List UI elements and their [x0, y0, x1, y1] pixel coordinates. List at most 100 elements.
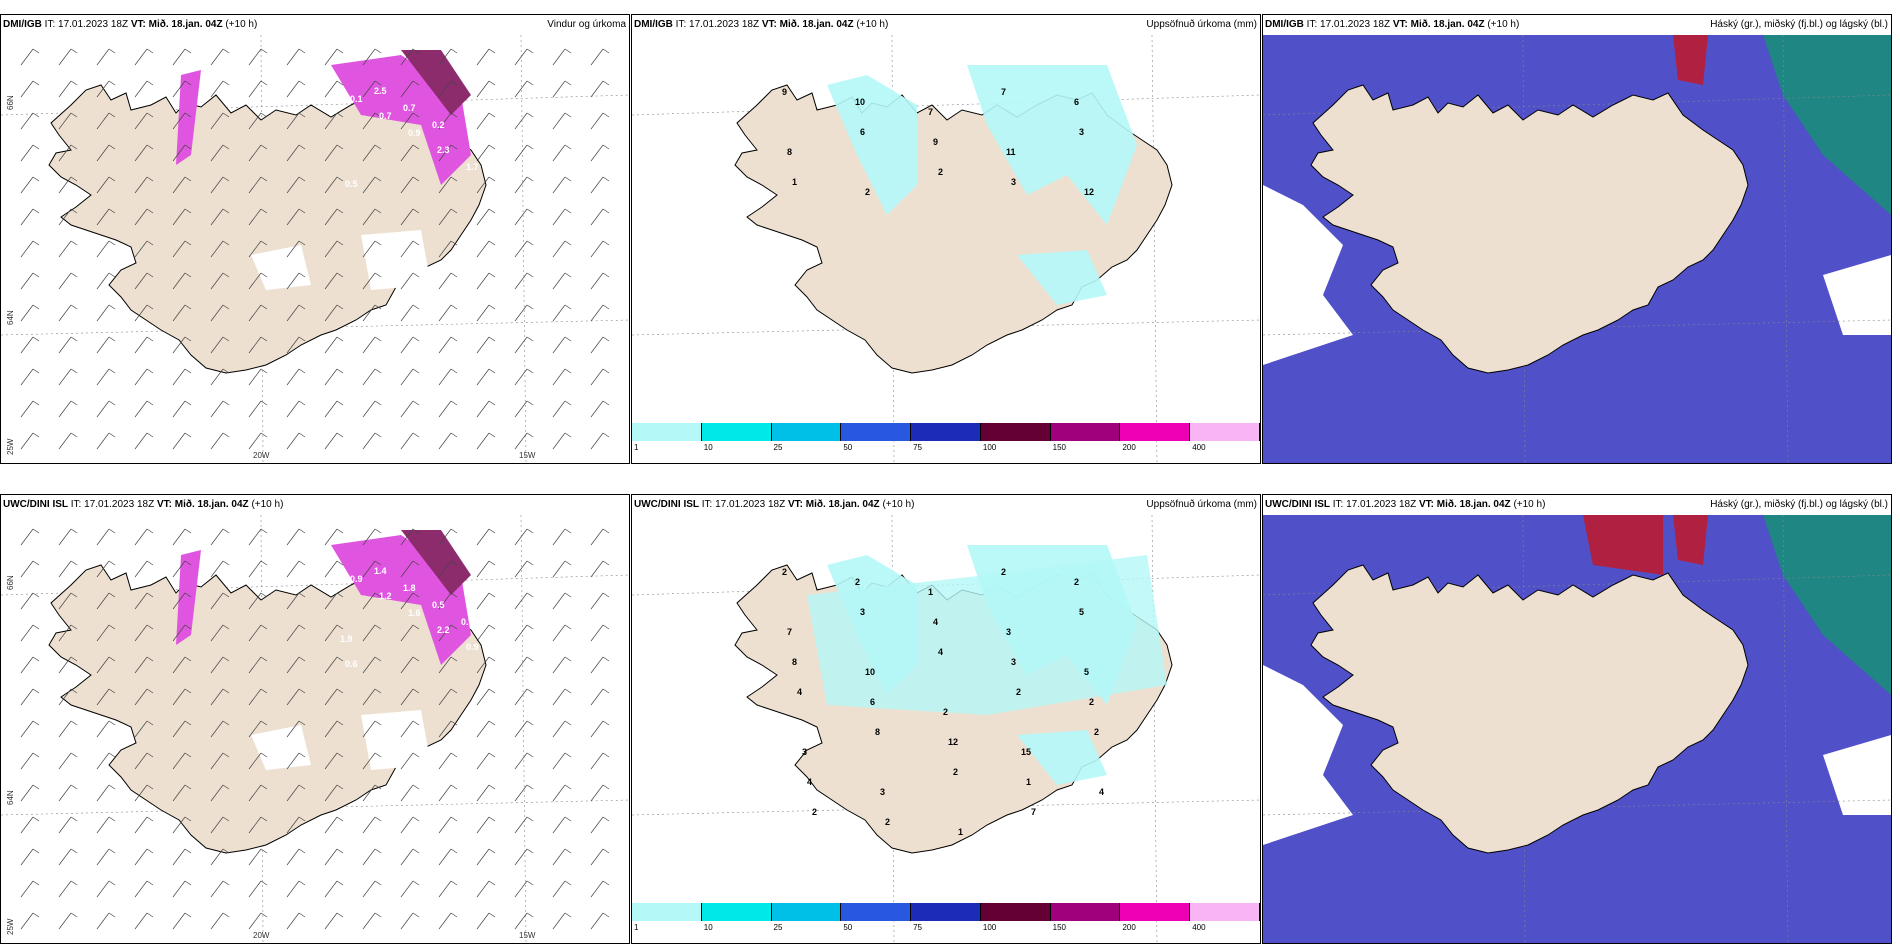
wind-barb	[552, 784, 572, 802]
wind-barb	[172, 400, 192, 418]
wind-barb	[134, 176, 154, 194]
value-label: 0.7	[321, 77, 334, 87]
wind-barb	[590, 432, 610, 450]
init-time: IT: 17.01.2023 18Z	[675, 19, 760, 30]
wind-barb	[210, 48, 230, 66]
wind-barb	[96, 528, 116, 546]
value-label: 2	[1001, 567, 1006, 577]
wind-barb	[248, 912, 268, 930]
wind-barb	[400, 816, 420, 834]
wind-barb	[20, 816, 40, 834]
precip-dark-area	[401, 50, 471, 115]
wind-barb	[286, 848, 306, 866]
value-label: 4	[1099, 787, 1104, 797]
wind-barb	[96, 176, 116, 194]
wind-barb	[96, 336, 116, 354]
wind-map: 0.7 0.1 0.7 0.9 2.3 1.7 0.5 2.5 0.7 0.2	[1, 35, 629, 463]
wind-barb	[438, 304, 458, 322]
wind-barb	[400, 48, 420, 66]
wind-barb	[590, 912, 610, 930]
wind-barb	[210, 784, 230, 802]
colorbar-swatch	[771, 423, 842, 441]
wind-barb	[590, 848, 610, 866]
wind-barb	[400, 688, 420, 706]
lat-label: 64N	[6, 310, 15, 325]
wind-barb	[324, 528, 344, 546]
wind-barb	[324, 80, 344, 98]
value-label: 2	[938, 167, 943, 177]
wind-barb	[248, 848, 268, 866]
value-label: 10	[865, 667, 875, 677]
wind-barb	[400, 752, 420, 770]
wind-barb	[514, 176, 534, 194]
wind-barb	[438, 816, 458, 834]
value-label: 7	[1001, 87, 1006, 97]
wind-barb	[172, 784, 192, 802]
wind-barb	[58, 368, 78, 386]
wind-barb	[514, 80, 534, 98]
wind-barb	[96, 144, 116, 162]
wind-barb	[438, 624, 458, 642]
wind-barb	[210, 528, 230, 546]
panel-header: DMI/IGB IT: 17.01.2023 18Z VT: Mið. 18.j…	[1, 15, 629, 35]
wind-barb	[20, 624, 40, 642]
value-label: 4	[938, 647, 943, 657]
wind-barb	[476, 848, 496, 866]
precip-area	[1017, 250, 1107, 305]
wind-barb	[400, 80, 420, 98]
wind-barb	[172, 560, 192, 578]
colorbar-label: 10	[703, 923, 713, 932]
map-panel-3: DMI/IGB IT: 17.01.2023 18Z VT: Mið. 18.j…	[1262, 14, 1892, 464]
wind-barb	[590, 784, 610, 802]
colorbar-swatch	[1120, 903, 1191, 921]
wind-barb	[514, 48, 534, 66]
wind-barb	[210, 144, 230, 162]
wind-barb	[286, 144, 306, 162]
wind-barb	[172, 176, 192, 194]
wind-barb	[476, 304, 496, 322]
wind-barb	[400, 784, 420, 802]
wind-barb	[400, 848, 420, 866]
wind-barb	[438, 720, 458, 738]
wind-barb	[286, 656, 306, 674]
wind-barb	[172, 112, 192, 130]
wind-barb	[362, 176, 382, 194]
wind-barb	[400, 208, 420, 226]
high-cloud-core	[1673, 515, 1708, 565]
wind-barb	[286, 304, 306, 322]
value-label: 6	[870, 697, 875, 707]
wind-barb	[286, 240, 306, 258]
wind-barb	[20, 528, 40, 546]
wind-barb	[324, 784, 344, 802]
wind-barb	[172, 688, 192, 706]
wind-barb	[172, 528, 192, 546]
wind-barb	[210, 848, 230, 866]
wind-barb	[362, 144, 382, 162]
wind-barb	[552, 816, 572, 834]
wind-barb	[172, 208, 192, 226]
colorbar-label: 400	[1192, 923, 1206, 932]
wind-barb	[590, 368, 610, 386]
wind-barb	[172, 144, 192, 162]
wind-barb	[58, 656, 78, 674]
wind-barb	[286, 624, 306, 642]
colorbar-label: 150	[1052, 443, 1067, 452]
wind-barb	[552, 560, 572, 578]
wind-barb	[172, 240, 192, 258]
wind-barb	[476, 656, 496, 674]
wind-barb	[248, 304, 268, 322]
wind-barb	[20, 176, 40, 194]
wind-barb	[58, 176, 78, 194]
wind-barb	[324, 912, 344, 930]
wind-barb	[210, 304, 230, 322]
value-label: 0.9	[350, 574, 363, 584]
wind-barb	[514, 720, 534, 738]
value-label: 6	[1074, 97, 1079, 107]
wind-barb	[514, 560, 534, 578]
panel-header: DMI/IGB IT: 17.01.2023 18Z VT: Mið. 18.j…	[632, 15, 1260, 35]
wind-barb	[172, 368, 192, 386]
value-label: 1	[792, 177, 797, 187]
wind-barb	[514, 912, 534, 930]
value-label: 3	[1011, 177, 1016, 187]
wind-barb	[248, 528, 268, 546]
